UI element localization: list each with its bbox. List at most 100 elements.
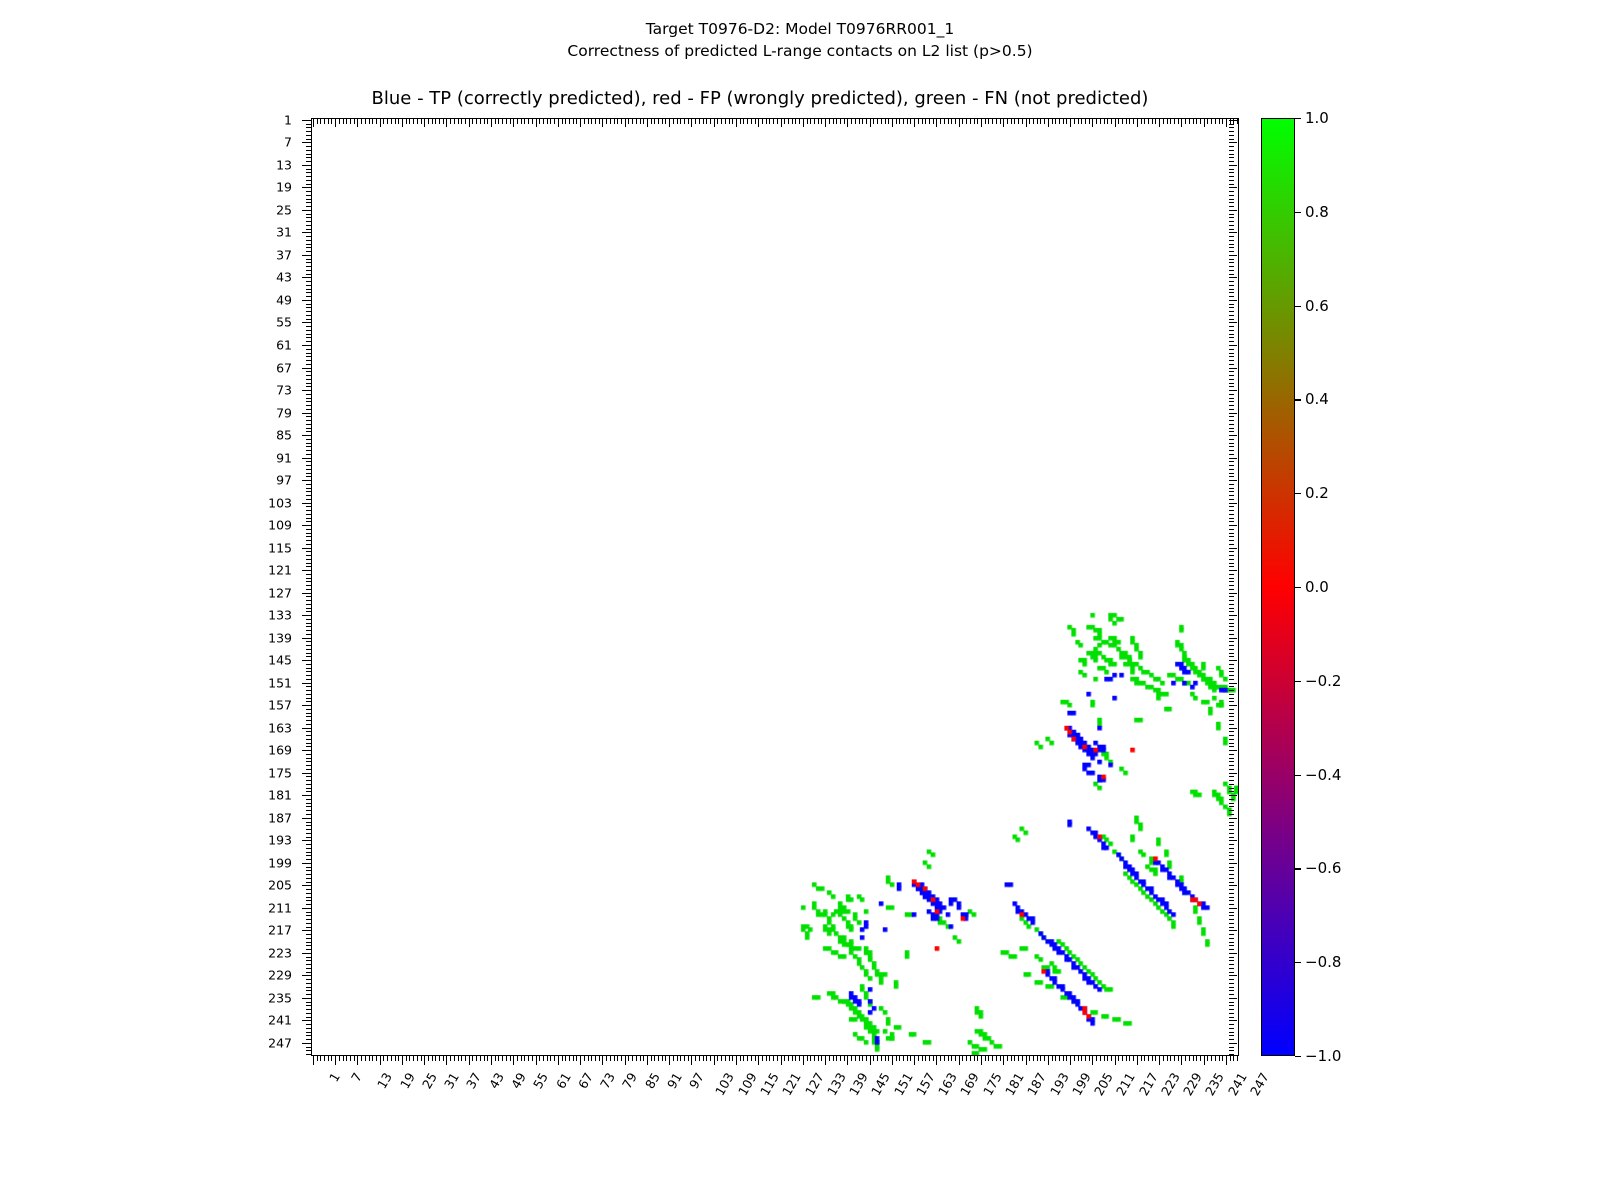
x-tick — [1129, 1056, 1131, 1061]
y-tick — [302, 390, 311, 392]
x-tick — [413, 1056, 415, 1061]
x-tick — [1233, 1056, 1235, 1061]
y-axis-label: 55 — [276, 314, 292, 330]
x-tick — [498, 1056, 500, 1061]
x-tick — [750, 1056, 752, 1061]
x-tick — [721, 1056, 723, 1061]
x-tick — [572, 1056, 574, 1061]
x-tick — [650, 1056, 652, 1061]
x-axis-ticks — [311, 1056, 1239, 1070]
x-tick — [580, 1056, 582, 1065]
x-tick — [1177, 1056, 1179, 1061]
x-tick — [461, 1056, 463, 1061]
x-tick — [576, 1056, 578, 1061]
x-tick — [1025, 1056, 1027, 1065]
colorbar-tick — [1295, 493, 1301, 495]
x-axis-label: 97 — [686, 1070, 708, 1092]
colorbar-gradient — [1261, 118, 1295, 1056]
y-axis-label: 235 — [268, 990, 292, 1006]
x-tick — [851, 1056, 853, 1061]
x-axis-label: 25 — [418, 1070, 440, 1092]
x-axis-label: 157 — [912, 1070, 938, 1099]
x-tick — [1096, 1056, 1098, 1061]
x-axis-label: 205 — [1091, 1070, 1116, 1099]
y-tick — [302, 457, 311, 459]
y-axis-label: 1 — [284, 112, 292, 128]
x-tick — [505, 1056, 507, 1061]
y-axis-label: 31 — [276, 224, 292, 240]
y-tick — [302, 975, 311, 977]
x-tick — [620, 1056, 622, 1061]
colorbar-label: 0.8 — [1305, 202, 1329, 221]
x-tick — [587, 1056, 589, 1061]
x-axis-label: 7 — [348, 1070, 366, 1085]
x-tick — [1144, 1056, 1146, 1061]
x-tick — [769, 1056, 771, 1061]
x-tick — [409, 1056, 411, 1061]
y-axis-label: 223 — [268, 945, 292, 961]
x-tick — [943, 1056, 945, 1061]
x-tick — [825, 1056, 827, 1065]
x-tick — [338, 1056, 340, 1061]
x-tick — [999, 1056, 1001, 1061]
x-tick — [635, 1056, 637, 1061]
x-axis-label: 115 — [756, 1070, 782, 1099]
y-tick — [302, 795, 311, 797]
x-tick — [431, 1056, 433, 1061]
x-tick — [316, 1056, 318, 1061]
x-tick — [517, 1056, 519, 1061]
x-tick — [914, 1056, 916, 1065]
x-tick — [1062, 1056, 1064, 1061]
x-tick — [479, 1056, 481, 1061]
x-tick — [873, 1056, 875, 1061]
x-tick — [661, 1056, 663, 1061]
x-tick — [435, 1056, 437, 1061]
y-tick — [302, 547, 311, 549]
x-axis-label: 49 — [507, 1070, 529, 1092]
x-tick — [379, 1056, 381, 1065]
x-tick — [327, 1056, 329, 1061]
y-axis-label: 127 — [268, 585, 292, 601]
x-tick — [862, 1056, 864, 1061]
x-tick — [925, 1056, 927, 1061]
colorbar — [1261, 118, 1295, 1056]
y-axis-label: 241 — [268, 1012, 292, 1028]
x-tick — [524, 1056, 526, 1061]
y-tick — [302, 930, 311, 932]
x-tick — [669, 1056, 671, 1065]
x-tick — [606, 1056, 608, 1061]
x-tick — [357, 1056, 359, 1065]
x-tick — [973, 1056, 975, 1061]
x-tick — [331, 1056, 333, 1061]
x-tick — [1007, 1056, 1008, 1061]
x-tick — [312, 1056, 314, 1065]
x-tick — [539, 1056, 541, 1061]
x-tick — [1084, 1056, 1086, 1061]
x-tick — [1110, 1056, 1112, 1061]
y-axis-label: 19 — [276, 179, 292, 195]
x-tick — [962, 1056, 964, 1061]
y-axis-label: 25 — [276, 202, 292, 218]
x-tick — [1051, 1056, 1053, 1061]
x-tick — [342, 1056, 344, 1061]
x-axis-label: 1 — [325, 1070, 343, 1085]
x-tick — [1136, 1056, 1138, 1065]
x-tick — [1070, 1056, 1072, 1065]
y-tick — [302, 952, 311, 954]
x-tick — [1088, 1056, 1090, 1061]
y-tick — [302, 164, 311, 166]
x-tick — [1166, 1056, 1168, 1061]
x-axis-label: 169 — [957, 1070, 983, 1099]
x-tick — [535, 1056, 537, 1065]
x-tick — [1077, 1056, 1079, 1061]
y-axis-label: 187 — [268, 810, 292, 826]
colorbar-label: −0.6 — [1305, 859, 1342, 878]
y-axis-label: 169 — [268, 742, 292, 758]
x-tick — [353, 1056, 355, 1061]
x-tick — [491, 1056, 493, 1065]
x-tick — [1021, 1056, 1023, 1061]
y-axis-label: 49 — [276, 292, 292, 308]
y-tick — [302, 142, 311, 144]
x-tick — [932, 1056, 934, 1061]
x-tick — [747, 1056, 749, 1061]
